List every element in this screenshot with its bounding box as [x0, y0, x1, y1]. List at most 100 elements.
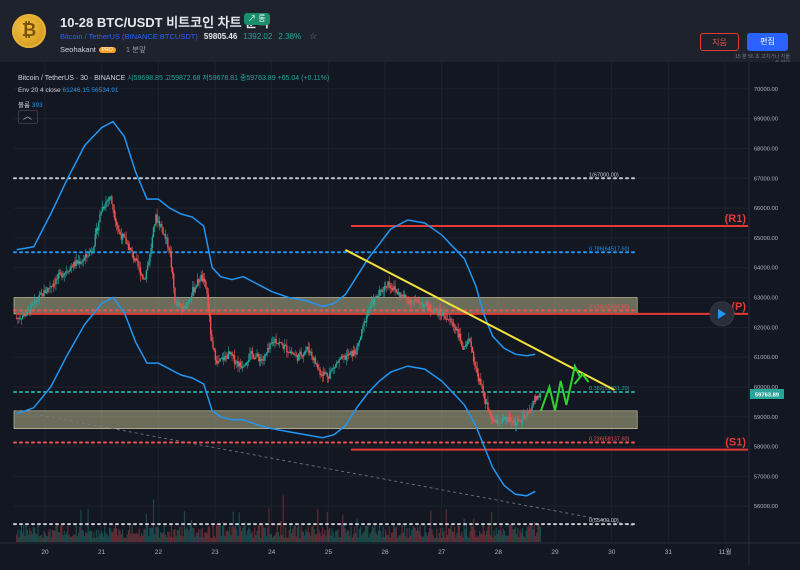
delete-button[interactable]: 지음 [700, 33, 739, 51]
volume-bar [119, 530, 121, 542]
candle-body [76, 260, 79, 264]
candle-body [495, 419, 497, 423]
candle-body [516, 419, 519, 422]
candle-body [211, 334, 213, 342]
volume-bar [429, 527, 431, 542]
symbol-price: 59805.46 [203, 32, 238, 41]
volume-bar [48, 531, 50, 542]
volume-bar [138, 528, 140, 542]
volume-bar [141, 532, 143, 542]
candle-body [26, 309, 29, 315]
volume-bar [238, 512, 240, 542]
candle-body [487, 402, 489, 410]
candle-body [484, 398, 487, 404]
symbol-name-link[interactable]: Bitcoin / TetherUS [60, 32, 120, 41]
candle-body [361, 329, 363, 338]
candle-body [137, 260, 139, 267]
volume-bar [257, 525, 259, 542]
volume-bar [144, 529, 146, 542]
volume-bar [505, 535, 507, 542]
chart-area[interactable]: 1(67000.00) 0.786(64517.60) 0.618(62568.80… [0, 62, 800, 565]
candle-body [443, 312, 445, 316]
candle-body [383, 286, 386, 292]
volume-bar [502, 528, 505, 542]
candle-body [112, 204, 114, 210]
candle-body [151, 237, 154, 249]
candle-body [25, 314, 27, 317]
volume-bar [173, 530, 175, 542]
volume-bar [243, 526, 245, 542]
time-axis-tick: 25 [325, 549, 333, 556]
volume-bar [413, 526, 415, 542]
candle-body [63, 273, 65, 276]
volume-bar [451, 531, 453, 542]
candle-body [431, 310, 433, 312]
candle-body [503, 416, 506, 420]
candle-body [394, 286, 396, 290]
volume-bar [261, 525, 263, 542]
volume-bar [488, 525, 490, 542]
time-axis-tick: 30 [608, 549, 616, 556]
volume-bar [438, 533, 440, 542]
volume-bar [481, 533, 483, 542]
volume-bar [157, 527, 159, 542]
volume-bar [212, 524, 214, 542]
candle-body [308, 349, 311, 353]
candle-body [476, 368, 478, 374]
candle-body [130, 247, 132, 251]
symbol-code-link[interactable]: (BINANCE:BTCUSDT) [121, 32, 198, 41]
volume-bar [67, 525, 69, 542]
candle-body [270, 343, 273, 345]
candle-body [499, 422, 501, 425]
favorite-star-icon[interactable]: ☆ [309, 31, 318, 41]
volume-bar [105, 532, 107, 542]
volume-bar [77, 533, 80, 542]
volume-bar [532, 528, 534, 542]
volume-bar [70, 536, 73, 542]
candle-body [37, 300, 39, 302]
candle-body [511, 420, 513, 422]
candle-body [412, 300, 414, 303]
volume-bar [268, 508, 270, 542]
candle-body [263, 355, 265, 361]
volume-bar [392, 532, 394, 542]
volume-bar [383, 536, 385, 542]
volume-bar [158, 537, 161, 542]
candle-body [508, 417, 511, 423]
volume-bar [256, 531, 258, 542]
candle-body [123, 233, 125, 237]
volume-bar [537, 524, 539, 542]
candle-body [246, 362, 249, 363]
candle-body [89, 250, 92, 252]
volume-bar [295, 536, 297, 542]
candle-body [453, 325, 456, 327]
volume-bar [326, 511, 328, 542]
fib-level-label: 1(67000.00) [589, 172, 619, 178]
volume-bar [349, 535, 351, 542]
candle-body [345, 355, 348, 360]
candle-body [409, 299, 412, 304]
volume-bar [335, 531, 337, 542]
candle-body [213, 348, 215, 351]
candle-body [283, 345, 286, 349]
candle-body [407, 299, 409, 303]
legend-collapse-button[interactable]: ︿ [18, 110, 38, 124]
candle-body [342, 356, 344, 357]
candle-body [314, 357, 317, 364]
candle-body [469, 338, 471, 342]
author-name-link[interactable]: Seohakant [60, 45, 96, 54]
volume-bar [33, 527, 36, 542]
candle-body [133, 258, 136, 261]
volume-bar [226, 529, 228, 542]
candle-body [102, 206, 105, 209]
candle-body [159, 224, 162, 227]
price-chart[interactable]: 1(67000.00) 0.786(64517.60) 0.618(62568.80… [0, 62, 800, 565]
edit-button[interactable]: 편집 [747, 33, 788, 51]
candle-body [355, 353, 357, 355]
candle-body [127, 243, 130, 250]
volume-bar [518, 536, 520, 542]
price-zone [13, 410, 638, 430]
candle-body [199, 280, 201, 283]
symbol-change: 1392.02 [243, 32, 273, 41]
candle-body [426, 302, 428, 307]
